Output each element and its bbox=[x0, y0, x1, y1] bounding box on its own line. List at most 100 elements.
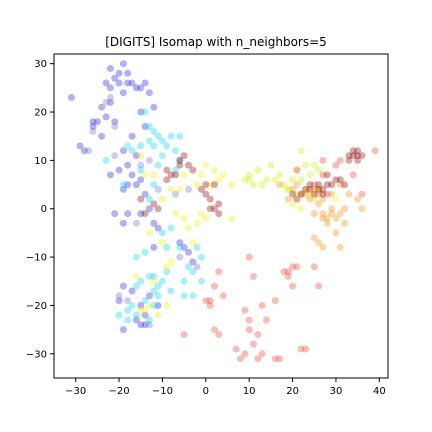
data-point-s1-7 bbox=[167, 132, 175, 140]
data-point-s2-11 bbox=[310, 161, 318, 169]
x-tick-label: 40 bbox=[373, 386, 386, 397]
y-tick-label: 20 bbox=[34, 108, 47, 119]
data-point-s7-10 bbox=[124, 297, 132, 305]
data-point-s6-15 bbox=[202, 190, 210, 198]
data-point-s6-10 bbox=[154, 205, 162, 213]
data-point-s3-1 bbox=[141, 171, 149, 179]
data-point-s0-47 bbox=[154, 224, 162, 232]
data-point-s5-22 bbox=[232, 345, 240, 353]
data-point-s1-30 bbox=[137, 277, 145, 285]
data-point-s1-16 bbox=[124, 142, 132, 150]
data-point-s0-59 bbox=[141, 321, 149, 329]
data-point-s4-2 bbox=[306, 195, 314, 203]
data-point-s0-22 bbox=[111, 118, 119, 126]
data-point-s7-14 bbox=[102, 98, 110, 106]
data-point-s0-11 bbox=[124, 69, 132, 77]
data-point-s6-11 bbox=[137, 195, 145, 203]
data-point-s5-21 bbox=[302, 345, 310, 353]
data-point-s3-11 bbox=[150, 277, 158, 285]
data-point-s0-15 bbox=[93, 118, 101, 126]
data-point-s1-48 bbox=[180, 292, 188, 300]
data-point-s5-23 bbox=[237, 355, 244, 363]
data-point-s2-9 bbox=[302, 161, 310, 169]
data-point-s1-9 bbox=[172, 147, 179, 155]
data-point-s4-1 bbox=[293, 181, 301, 189]
y-tick-label: 0 bbox=[41, 204, 47, 215]
data-point-s3-37 bbox=[293, 190, 301, 198]
data-point-s0-17 bbox=[80, 147, 88, 155]
data-point-s2-18 bbox=[297, 176, 305, 184]
data-point-s6-9 bbox=[150, 200, 158, 208]
data-point-s6-17 bbox=[206, 195, 214, 203]
data-point-s5-26 bbox=[215, 331, 223, 338]
data-point-s1-39 bbox=[145, 316, 153, 324]
data-point-s0-13 bbox=[102, 113, 110, 121]
data-point-s7-11 bbox=[176, 253, 184, 261]
data-point-s0-23 bbox=[137, 84, 145, 92]
data-point-s0-50 bbox=[119, 282, 127, 290]
data-point-s5-3 bbox=[293, 263, 301, 271]
data-point-s0-38 bbox=[124, 181, 132, 189]
data-point-s4-12 bbox=[336, 210, 344, 218]
data-point-s6-38 bbox=[349, 152, 357, 160]
data-point-s6-35 bbox=[332, 176, 340, 184]
data-point-s1-35 bbox=[115, 311, 123, 319]
data-point-s0-52 bbox=[137, 302, 145, 309]
data-point-s6-37 bbox=[345, 156, 353, 164]
data-point-s3-32 bbox=[137, 306, 145, 314]
data-point-s5-31 bbox=[211, 282, 218, 290]
data-point-s1-40 bbox=[154, 292, 162, 300]
data-point-s3-18 bbox=[198, 171, 205, 179]
data-point-s0-60 bbox=[185, 248, 192, 256]
x-tick-label: 10 bbox=[243, 386, 256, 397]
data-point-s0-28 bbox=[141, 123, 149, 130]
data-point-s5-5 bbox=[315, 282, 323, 290]
data-point-s2-15 bbox=[250, 181, 257, 189]
data-point-s0-46 bbox=[150, 219, 158, 227]
data-point-s0-14 bbox=[106, 98, 114, 106]
data-point-s3-34 bbox=[289, 200, 297, 208]
data-point-s0-4 bbox=[106, 84, 114, 92]
data-point-s5-39 bbox=[349, 171, 357, 179]
data-point-s4-21 bbox=[315, 239, 323, 247]
data-point-s4-18 bbox=[336, 181, 344, 189]
data-point-s1-27 bbox=[141, 248, 149, 256]
data-point-s6-18 bbox=[211, 205, 218, 213]
data-point-s4-30 bbox=[341, 219, 349, 227]
data-point-s0-45 bbox=[119, 219, 127, 227]
data-point-s4-13 bbox=[341, 205, 349, 213]
data-point-s5-25 bbox=[211, 326, 218, 334]
data-point-s0-1 bbox=[119, 60, 127, 68]
data-point-s2-8 bbox=[297, 147, 305, 155]
data-point-s0-29 bbox=[128, 132, 136, 140]
data-point-s0-0 bbox=[115, 69, 123, 77]
data-point-s5-27 bbox=[241, 306, 249, 314]
data-point-s7-15 bbox=[111, 152, 119, 160]
data-point-s0-26 bbox=[150, 103, 158, 111]
data-point-s6-33 bbox=[315, 181, 323, 189]
data-point-s6-43 bbox=[345, 152, 353, 160]
data-point-s5-15 bbox=[250, 340, 257, 348]
data-point-s1-6 bbox=[158, 152, 166, 160]
data-point-s0-63 bbox=[180, 243, 188, 251]
data-point-s0-27 bbox=[137, 108, 145, 116]
data-point-s0-10 bbox=[115, 79, 123, 87]
data-point-s4-31 bbox=[332, 229, 340, 237]
data-point-s0-43 bbox=[124, 210, 132, 218]
data-point-s3-24 bbox=[215, 176, 223, 184]
data-point-s7-16 bbox=[89, 127, 97, 135]
data-point-s3-40 bbox=[284, 185, 292, 193]
data-point-s6-6 bbox=[172, 171, 179, 179]
data-point-s1-54 bbox=[189, 292, 197, 300]
data-point-s6-5 bbox=[163, 176, 171, 184]
data-point-s7-1 bbox=[111, 123, 119, 130]
data-point-s0-24 bbox=[141, 79, 149, 87]
data-point-s0-57 bbox=[137, 321, 145, 329]
data-point-s0-58 bbox=[154, 302, 162, 309]
x-tick-label: 30 bbox=[330, 386, 343, 397]
data-point-s0-62 bbox=[189, 258, 197, 266]
data-point-s1-12 bbox=[145, 123, 153, 130]
data-point-s6-8 bbox=[189, 166, 197, 174]
plot-frame bbox=[53, 53, 389, 379]
data-point-s0-30 bbox=[119, 147, 127, 155]
